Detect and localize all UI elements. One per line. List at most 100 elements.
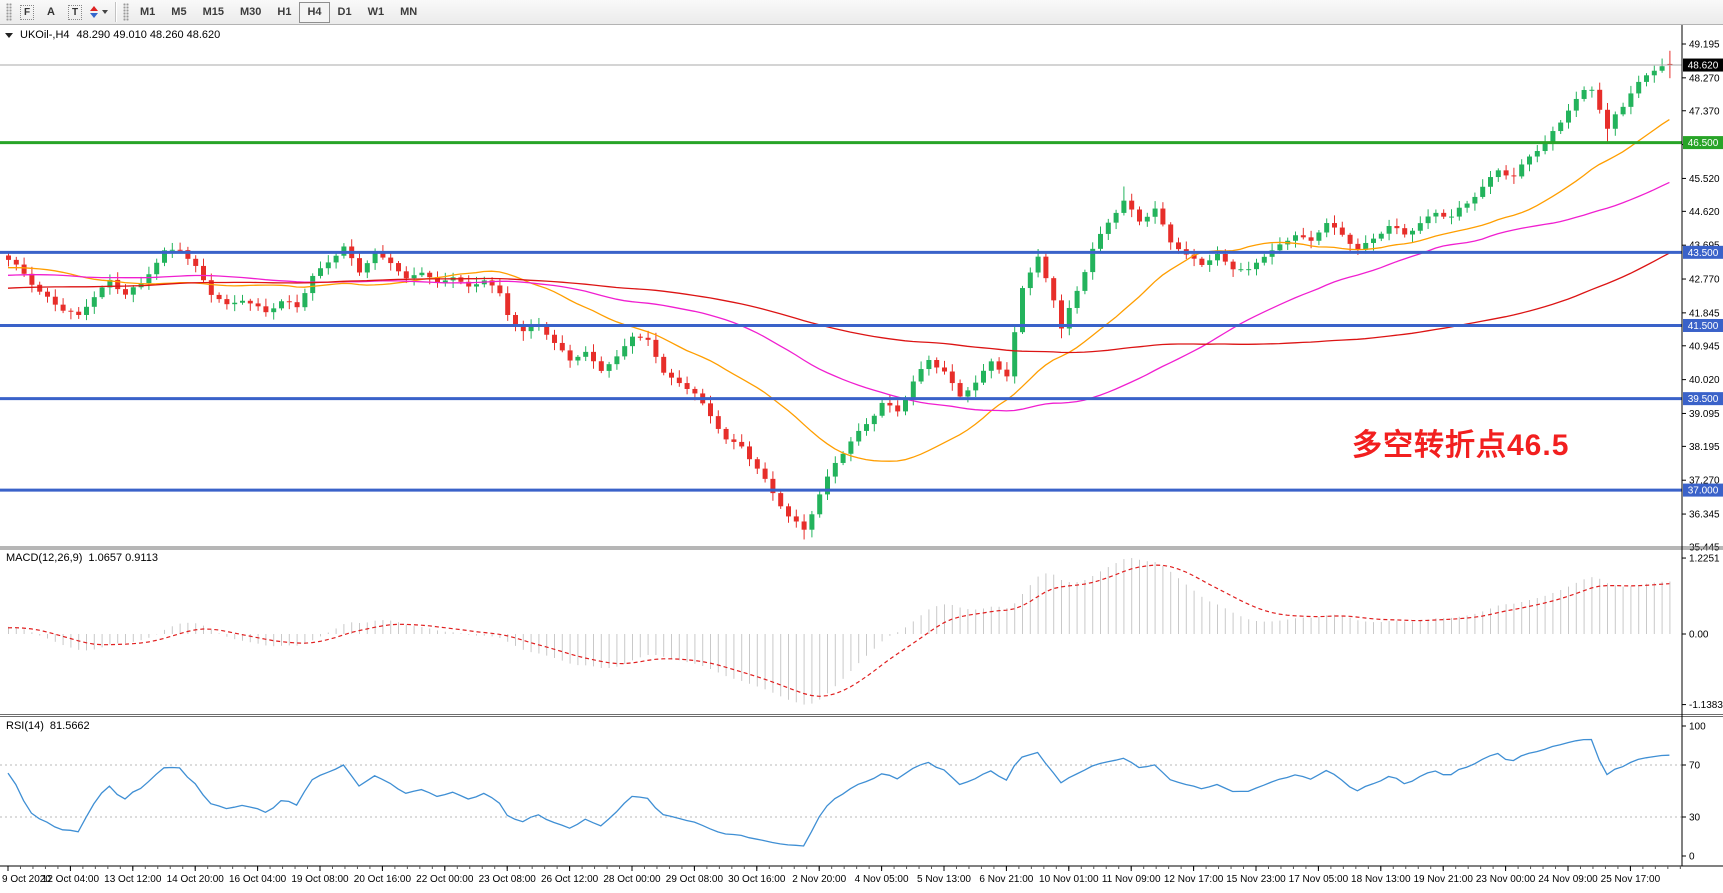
svg-text:12 Oct 04:00: 12 Oct 04:00 [42,874,100,885]
symbol-dropdown-icon[interactable] [5,32,13,38]
svg-text:25 Nov 17:00: 25 Nov 17:00 [1601,874,1661,885]
svg-text:30: 30 [1689,813,1701,824]
label-tool-button[interactable]: A [39,1,63,23]
rsi-panel: 100 70 30 0 [0,722,1706,863]
svg-text:15 Nov 23:00: 15 Nov 23:00 [1226,874,1286,885]
svg-text:26 Oct 12:00: 26 Oct 12:00 [541,874,599,885]
svg-text:36.345: 36.345 [1689,510,1720,521]
timeframe-toolbar-grip[interactable] [123,3,129,21]
svg-text:35.445: 35.445 [1689,542,1720,553]
timeframe-button-h4[interactable]: H4 [299,1,330,23]
svg-text:2 Nov 20:00: 2 Nov 20:00 [792,874,846,885]
svg-text:1.2251: 1.2251 [1689,554,1720,565]
moving-averages-layer [7,119,1670,462]
svg-text:40.945: 40.945 [1689,341,1720,352]
svg-text:4 Nov 05:00: 4 Nov 05:00 [855,874,909,885]
svg-text:70: 70 [1689,761,1701,772]
svg-text:23 Oct 08:00: 23 Oct 08:00 [479,874,537,885]
chart-frame [0,25,1723,867]
timeframe-button-h1[interactable]: H1 [277,6,292,18]
svg-text:29 Oct 08:00: 29 Oct 08:00 [666,874,724,885]
label-tool-icon: A [47,6,55,18]
price-annotation: 多空转折点46.5 [1352,429,1570,462]
svg-text:44.620: 44.620 [1689,207,1720,218]
svg-text:49.195: 49.195 [1689,40,1720,51]
svg-text:40.020: 40.020 [1689,375,1720,386]
arrows-tool-button[interactable] [87,1,111,23]
svg-text:10 Nov 01:00: 10 Nov 01:00 [1039,874,1099,885]
ohlc-values: 48.290 49.010 48.260 48.620 [76,29,221,41]
svg-text:41.845: 41.845 [1689,308,1720,319]
svg-text:39.500: 39.500 [1688,394,1719,405]
svg-text:30 Oct 16:00: 30 Oct 16:00 [728,874,786,885]
rsi-label: RSI(14) 81.5662 [6,720,90,732]
svg-text:9 Oct 2020: 9 Oct 2020 [2,874,51,885]
toolbar-separator [115,2,116,22]
svg-text:46.500: 46.500 [1688,138,1719,149]
rsi-name: RSI(14) [6,720,44,732]
svg-text:100: 100 [1689,722,1706,733]
ma-mid [7,181,1670,412]
text-tool-button[interactable]: T [63,1,87,23]
svg-text:5 Nov 13:00: 5 Nov 13:00 [917,874,971,885]
timeframe-button-mn[interactable]: MN [400,6,418,18]
svg-text:17 Nov 05:00: 17 Nov 05:00 [1289,874,1349,885]
svg-text:0: 0 [1689,852,1695,863]
timeframe-button-m1[interactable]: M1 [140,6,156,18]
svg-text:47.370: 47.370 [1689,106,1720,117]
toolbar-grip[interactable] [6,3,12,21]
macd-name: MACD(12,26,9) [6,552,83,564]
ma-slow [7,252,1670,354]
svg-text:37.000: 37.000 [1688,486,1719,497]
font-tool-button[interactable]: F [15,1,39,23]
svg-text:23 Nov 00:00: 23 Nov 00:00 [1476,874,1536,885]
svg-text:11 Nov 09:00: 11 Nov 09:00 [1102,874,1161,885]
svg-text:0.00: 0.00 [1689,630,1709,641]
svg-text:14 Oct 20:00: 14 Oct 20:00 [167,874,225,885]
price-axis: 49.19548.27047.37046.44545.52044.62043.6… [1682,40,1720,553]
svg-text:18 Nov 13:00: 18 Nov 13:00 [1351,874,1411,885]
svg-text:28 Oct 00:00: 28 Oct 00:00 [603,874,661,885]
rsi-value: 81.5662 [49,720,90,732]
svg-text:41.500: 41.500 [1688,321,1719,332]
macd-panel: 1.2251 0.00 -1.1383 [7,554,1723,711]
svg-text:6 Nov 21:00: 6 Nov 21:00 [979,874,1033,885]
timeframe-group: M1 M5 M15 M30 H1 H4 D1 W1 MN [132,1,425,23]
svg-text:45.520: 45.520 [1689,174,1720,185]
chart-title: UKOil-,H4 48.290 49.010 48.260 48.620 [5,29,220,41]
svg-text:24 Nov 09:00: 24 Nov 09:00 [1538,874,1598,885]
horizontal-levels: 48.620 46.500 43.500 41.500 39.500 37.000 [0,58,1723,497]
timeframe-button-m15[interactable]: M15 [202,6,224,18]
ma-fast [7,119,1670,462]
svg-text:48.620: 48.620 [1688,61,1719,72]
svg-text:20 Oct 16:00: 20 Oct 16:00 [354,874,412,885]
svg-text:39.095: 39.095 [1689,409,1720,420]
text-tool-icon: T [67,4,83,20]
svg-text:13 Oct 12:00: 13 Oct 12:00 [104,874,162,885]
timeframe-button-d1[interactable]: D1 [337,6,352,18]
macd-label: MACD(12,26,9) 1.0657 0.9113 [6,552,158,564]
symbol-period-label: UKOil-,H4 [20,29,70,41]
timeframe-button-m5[interactable]: M5 [171,6,187,18]
svg-text:37.270: 37.270 [1689,476,1720,487]
svg-text:16 Oct 04:00: 16 Oct 04:00 [229,874,287,885]
svg-text:43.500: 43.500 [1688,248,1719,259]
svg-text:48.270: 48.270 [1689,73,1720,84]
svg-text:22 Oct 00:00: 22 Oct 00:00 [416,874,474,885]
macd-values: 1.0657 0.9113 [88,552,158,564]
svg-text:19 Oct 08:00: 19 Oct 08:00 [291,874,349,885]
svg-text:12 Nov 17:00: 12 Nov 17:00 [1164,874,1224,885]
candles-layer [6,50,1673,540]
svg-text:38.195: 38.195 [1689,442,1720,453]
arrows-icon [90,6,98,18]
timeframe-button-w1[interactable]: W1 [367,6,385,18]
svg-text:-1.1383: -1.1383 [1689,700,1723,711]
timeframe-button-m30[interactable]: M30 [239,6,262,18]
svg-text:19 Nov 21:00: 19 Nov 21:00 [1413,874,1473,885]
macd-signal-line [7,564,1670,697]
dropdown-caret-icon[interactable] [102,10,108,14]
